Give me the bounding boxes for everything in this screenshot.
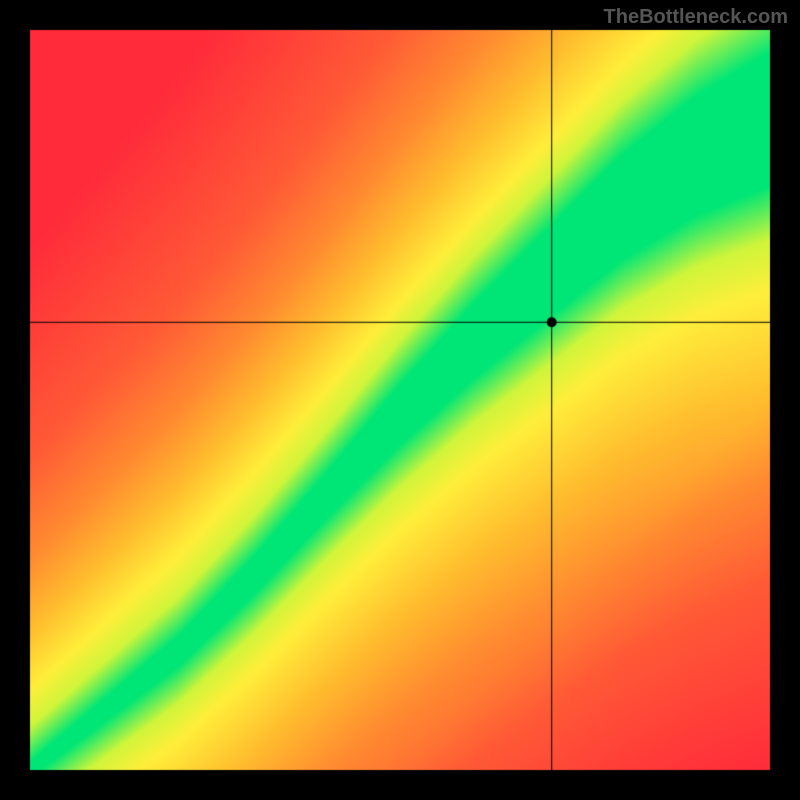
chart-container: TheBottleneck.com bbox=[0, 0, 800, 800]
watermark-text: TheBottleneck.com bbox=[604, 6, 788, 29]
bottleneck-heatmap bbox=[0, 0, 800, 800]
